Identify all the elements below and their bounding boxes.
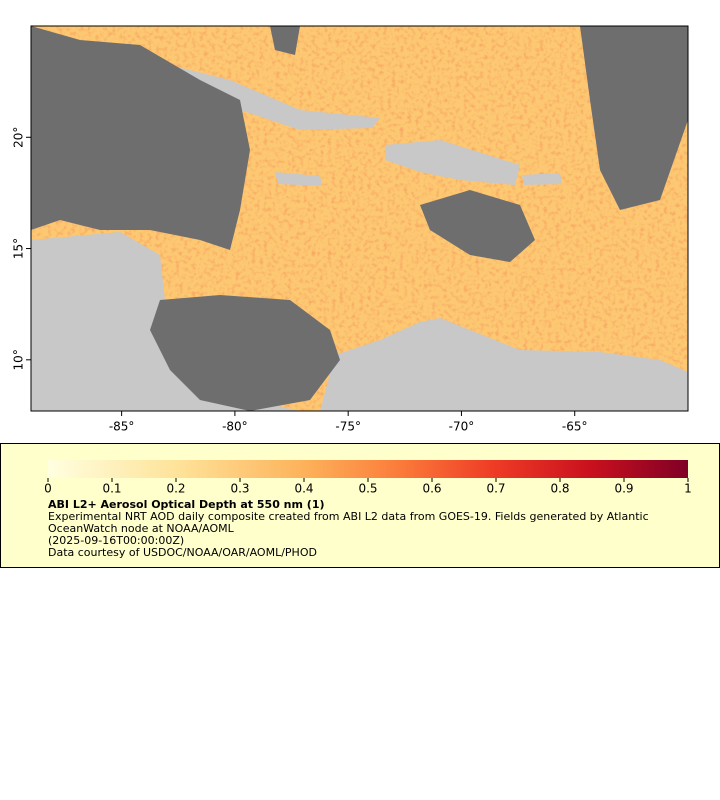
- colorbar-tick-label: 0.5: [358, 482, 377, 496]
- y-tick-label: 20°: [12, 127, 26, 148]
- colorbar-tick-label: 0.6: [422, 482, 441, 496]
- cloud-nicaragua: [150, 295, 340, 411]
- land-central-america: [31, 232, 300, 411]
- cloud-yucatan: [31, 26, 250, 250]
- land-jamaica: [275, 172, 322, 186]
- land-south-america: [320, 318, 688, 411]
- colorbar-tick-label: 0.4: [294, 482, 313, 496]
- colorbar-tick-label: 0.3: [230, 482, 249, 496]
- legend-title: ABI L2+ Aerosol Optical Depth at 550 nm …: [48, 498, 325, 511]
- cloud-caribbean: [420, 190, 535, 262]
- colorbar-tick-label: 0.8: [550, 482, 569, 496]
- land-puerto-rico: [522, 173, 562, 185]
- legend-credit: Data courtesy of USDOC/NOAA/OAR/AOML/PHO…: [48, 546, 317, 559]
- colorbar-tick-label: 0.1: [102, 482, 121, 496]
- y-tick-label: 15°: [12, 238, 26, 259]
- land-hispaniola: [385, 140, 520, 185]
- map-area: [31, 26, 688, 411]
- colorbar-tick-label: 0: [44, 482, 52, 496]
- x-tick-label: -85°: [109, 420, 135, 434]
- colorbar-tick-label: 0.2: [166, 482, 185, 496]
- map-figure: -85° -80° -75° -70° -65° 10° 15° 20° 0 0.1 0.2 0.3 0…: [12, 25, 692, 496]
- y-tick-label: 10°: [12, 349, 26, 370]
- legend-time: (2025-09-16T00:00:00Z): [48, 534, 185, 547]
- cloud-florida: [270, 26, 300, 55]
- colorbar-tick-label: 0.7: [486, 482, 505, 496]
- colorbar-tick-label: 1: [684, 482, 692, 496]
- land-cuba: [150, 60, 380, 130]
- x-tick-label: -70°: [449, 420, 475, 434]
- x-tick-label: -65°: [562, 420, 588, 434]
- cloud-atlantic: [580, 26, 688, 210]
- map-frame: [30, 25, 689, 412]
- colorbar-tick-label: 0.9: [614, 482, 633, 496]
- colorbar: [48, 460, 688, 478]
- legend-text: ABI L2+ Aerosol Optical Depth at 550 nm …: [48, 499, 678, 559]
- legend-description: Experimental NRT AOD daily composite cre…: [48, 510, 649, 535]
- x-tick-label: -75°: [335, 420, 361, 434]
- x-tick-label: -80°: [222, 420, 248, 434]
